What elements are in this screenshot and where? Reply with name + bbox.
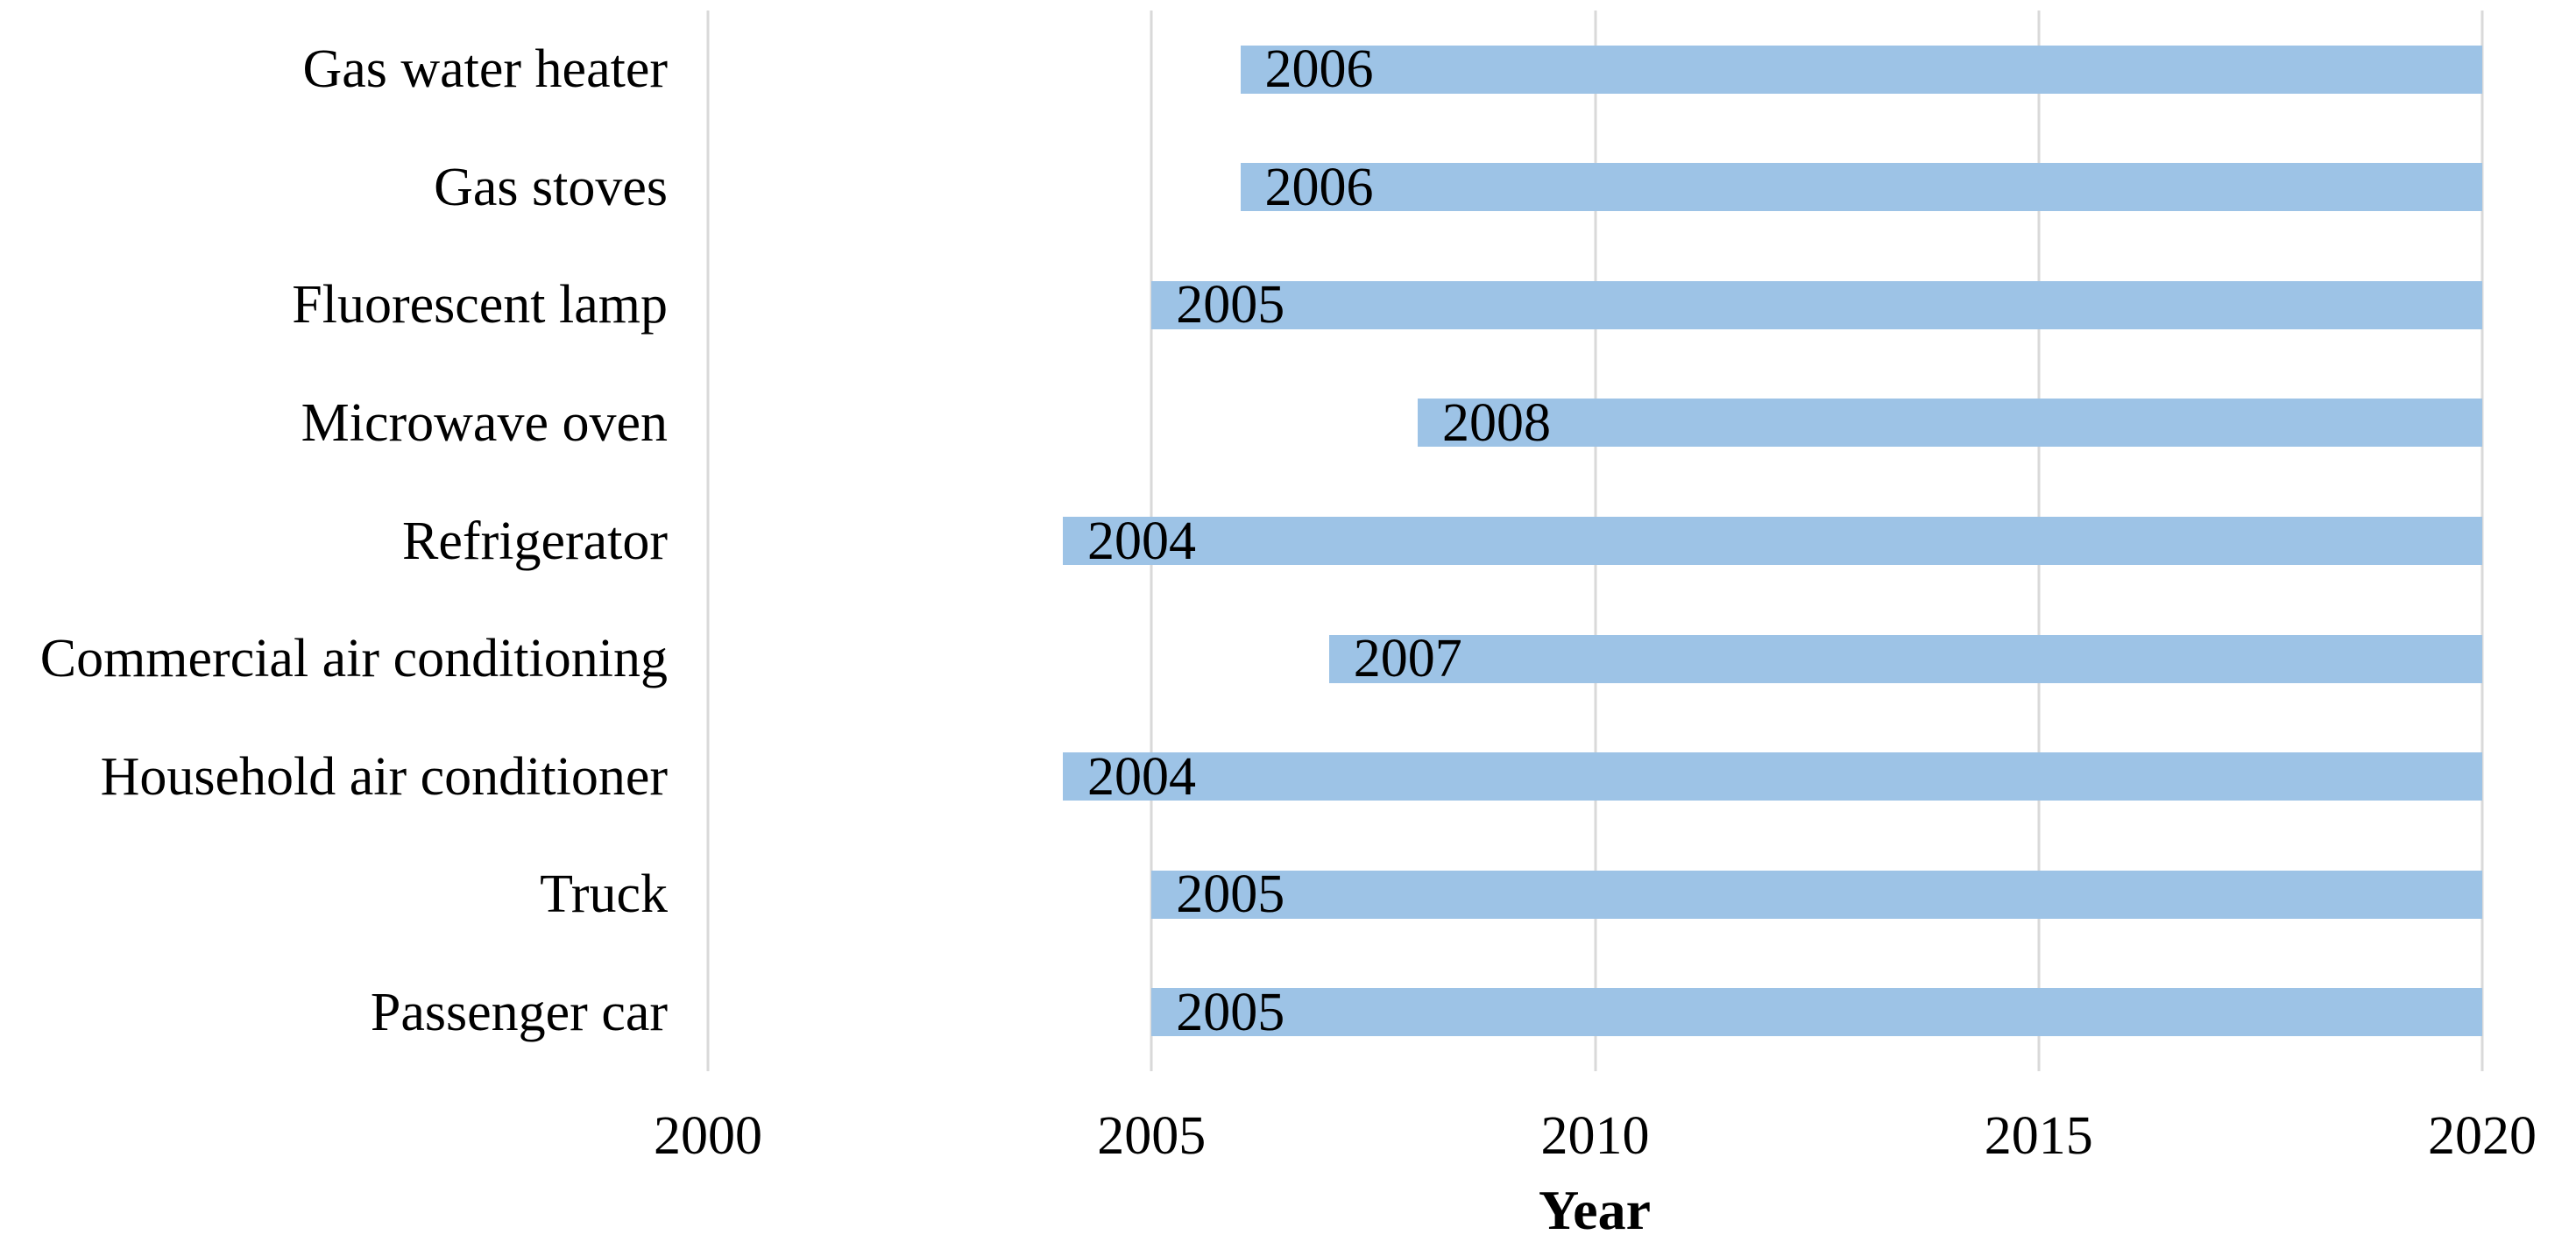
bar-value-label: 2005 bbox=[1176, 982, 1285, 1042]
bar-value-label: 2006 bbox=[1264, 157, 1374, 217]
bar-row: 2005 bbox=[1151, 985, 2482, 1040]
x-tick-label: 2015 bbox=[1984, 1106, 2093, 1166]
x-axis-title: Year bbox=[1539, 1179, 1651, 1241]
gridline-2020 bbox=[2480, 11, 2484, 1071]
bar-value-label: 2004 bbox=[1087, 511, 1196, 571]
gridline-2000 bbox=[706, 11, 710, 1071]
bar-value-label: 2006 bbox=[1264, 39, 1374, 100]
bar-row: 2007 bbox=[1328, 629, 2482, 689]
bar-row: 2005 bbox=[1151, 275, 2482, 335]
x-tick-label: 2020 bbox=[2428, 1106, 2537, 1166]
bar-value-label: 2005 bbox=[1176, 275, 1285, 335]
x-tick-label: 2000 bbox=[654, 1106, 762, 1166]
bar-row: 2004 bbox=[1063, 746, 2482, 807]
category-label: Household air conditioner bbox=[100, 746, 668, 807]
x-tick-label: 2005 bbox=[1097, 1106, 1207, 1166]
x-tick-label: 2010 bbox=[1540, 1106, 1650, 1166]
category-label: Truck bbox=[540, 864, 668, 925]
bar-row: 2004 bbox=[1063, 511, 2482, 571]
category-label: Gas stoves bbox=[434, 157, 668, 217]
category-label: Refrigerator bbox=[402, 511, 668, 571]
bar-value-label: 2007 bbox=[1353, 629, 1462, 689]
category-label: Gas water heater bbox=[302, 39, 668, 100]
category-label: Fluorescent lamp bbox=[292, 275, 668, 335]
bar-value-label: 2004 bbox=[1087, 746, 1196, 807]
bar-row: 2006 bbox=[1240, 42, 2482, 96]
bar-row: 2005 bbox=[1151, 867, 2482, 921]
bar-row: 2008 bbox=[1418, 392, 2482, 453]
category-label: Microwave oven bbox=[301, 392, 668, 453]
category-label: Passenger car bbox=[370, 982, 668, 1042]
category-label: Commercial air conditioning bbox=[39, 628, 668, 688]
bar-value-label: 2005 bbox=[1176, 864, 1285, 925]
bar-row: 2006 bbox=[1240, 160, 2482, 215]
bar-value-label: 2008 bbox=[1442, 392, 1551, 453]
